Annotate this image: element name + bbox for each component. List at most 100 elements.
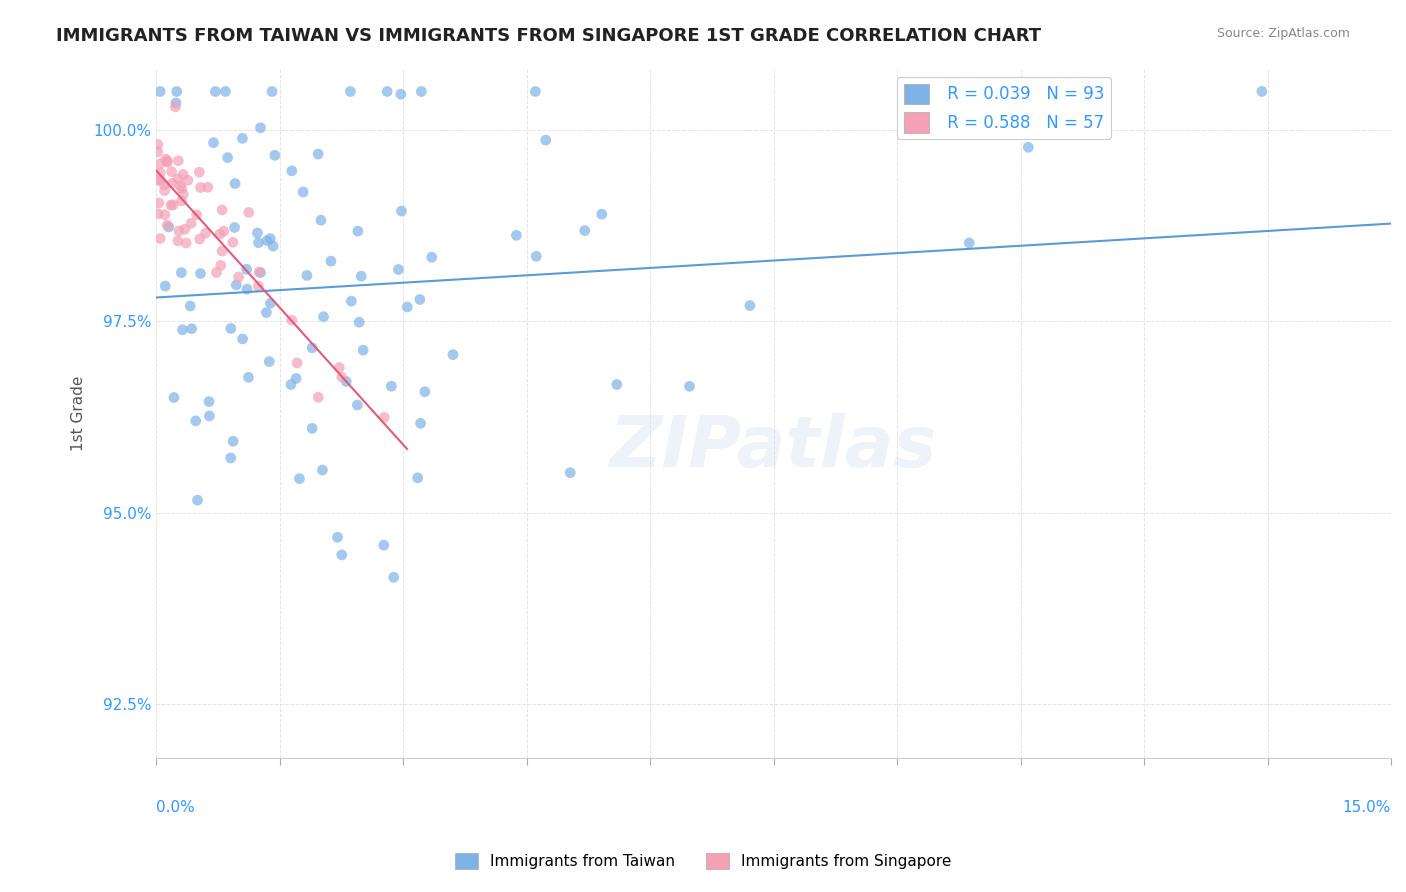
Point bbox=[165, 95, 187, 110]
Point bbox=[156, 155, 179, 169]
Point bbox=[260, 85, 283, 99]
Point bbox=[190, 180, 212, 194]
Point bbox=[222, 434, 245, 449]
Point bbox=[160, 198, 183, 212]
Point bbox=[311, 463, 333, 477]
Point bbox=[346, 398, 368, 412]
Point bbox=[149, 173, 172, 187]
Point bbox=[194, 227, 217, 241]
Point bbox=[156, 154, 179, 169]
Point bbox=[219, 450, 242, 465]
Point bbox=[505, 228, 527, 243]
Point bbox=[339, 85, 361, 99]
Point bbox=[155, 279, 177, 293]
Legend: Immigrants from Taiwan, Immigrants from Singapore: Immigrants from Taiwan, Immigrants from … bbox=[449, 847, 957, 875]
Point bbox=[198, 409, 221, 423]
Point bbox=[413, 384, 436, 399]
Point bbox=[406, 471, 429, 485]
Point bbox=[160, 177, 183, 191]
Text: ZIPatlas: ZIPatlas bbox=[610, 413, 938, 482]
Point bbox=[409, 293, 432, 307]
Point bbox=[524, 249, 547, 263]
Point bbox=[222, 235, 245, 250]
Point bbox=[319, 254, 342, 268]
Point bbox=[328, 360, 350, 375]
Point bbox=[156, 218, 179, 232]
Point bbox=[214, 85, 236, 99]
Point bbox=[259, 354, 281, 368]
Point bbox=[292, 185, 315, 199]
Point bbox=[231, 131, 253, 145]
Point bbox=[574, 223, 596, 237]
Point bbox=[441, 348, 464, 362]
Point bbox=[347, 315, 370, 329]
Point bbox=[224, 220, 246, 235]
Point bbox=[186, 208, 208, 222]
Point bbox=[170, 266, 193, 280]
Point bbox=[259, 231, 281, 245]
Point bbox=[169, 178, 191, 193]
Point bbox=[375, 85, 398, 99]
Point bbox=[326, 530, 349, 544]
Point bbox=[149, 85, 172, 99]
Point bbox=[180, 216, 202, 230]
Point bbox=[146, 173, 169, 187]
Point bbox=[165, 100, 187, 114]
Point bbox=[211, 244, 233, 258]
Text: IMMIGRANTS FROM TAIWAN VS IMMIGRANTS FROM SINGAPORE 1ST GRADE CORRELATION CHART: IMMIGRANTS FROM TAIWAN VS IMMIGRANTS FRO… bbox=[56, 27, 1042, 45]
Point bbox=[167, 153, 190, 168]
Point bbox=[166, 172, 188, 186]
Point bbox=[177, 173, 200, 187]
Point bbox=[208, 227, 231, 241]
Point bbox=[391, 204, 413, 219]
Text: 15.0%: 15.0% bbox=[1343, 800, 1391, 814]
Point bbox=[387, 262, 409, 277]
Point bbox=[146, 137, 169, 152]
Point bbox=[179, 299, 201, 313]
Point bbox=[309, 213, 332, 227]
Point bbox=[212, 224, 235, 238]
Point bbox=[256, 234, 278, 248]
Point bbox=[160, 164, 183, 178]
Text: Source: ZipAtlas.com: Source: ZipAtlas.com bbox=[1216, 27, 1350, 40]
Point bbox=[149, 166, 172, 180]
Point bbox=[591, 207, 613, 221]
Point bbox=[249, 266, 271, 280]
Point bbox=[301, 341, 323, 355]
Point bbox=[246, 226, 269, 240]
Point bbox=[162, 198, 184, 212]
Point bbox=[307, 147, 329, 161]
Point bbox=[173, 222, 195, 236]
Y-axis label: 1st Grade: 1st Grade bbox=[72, 376, 86, 450]
Point bbox=[163, 391, 186, 405]
Point bbox=[149, 157, 172, 171]
Point bbox=[153, 178, 176, 192]
Point bbox=[380, 379, 402, 393]
Point bbox=[389, 87, 412, 102]
Point bbox=[1251, 85, 1274, 99]
Point bbox=[202, 136, 225, 150]
Point bbox=[172, 323, 194, 337]
Point bbox=[373, 538, 395, 552]
Point bbox=[249, 120, 271, 135]
Point bbox=[149, 231, 172, 245]
Point bbox=[281, 164, 304, 178]
Point bbox=[263, 148, 285, 162]
Point bbox=[167, 224, 190, 238]
Point bbox=[180, 321, 202, 335]
Point bbox=[172, 168, 194, 182]
Point bbox=[335, 375, 357, 389]
Point bbox=[524, 85, 547, 99]
Point bbox=[247, 279, 270, 293]
Point bbox=[330, 548, 353, 562]
Point bbox=[262, 239, 284, 253]
Point bbox=[205, 266, 228, 280]
Point bbox=[340, 294, 363, 309]
Point bbox=[224, 177, 246, 191]
Point bbox=[238, 205, 260, 219]
Point bbox=[382, 570, 405, 584]
Point bbox=[285, 371, 308, 385]
Point bbox=[217, 151, 239, 165]
Point bbox=[174, 236, 197, 251]
Point bbox=[155, 152, 177, 166]
